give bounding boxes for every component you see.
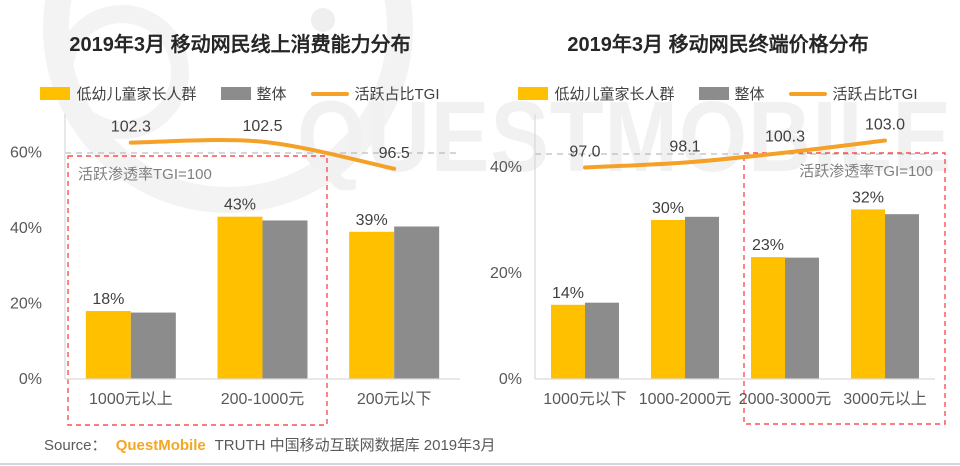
value-label: 18%	[92, 291, 124, 308]
highlight-box	[67, 155, 328, 426]
legend-item-target: 低幼儿童家长人群	[40, 83, 197, 104]
watermark-text: QUESTMOBILE	[297, 81, 953, 193]
category-label: 3000元以上	[843, 390, 927, 408]
legend-swatch-tgi-line-icon	[310, 91, 349, 96]
source-attribution: Source： QuestMobile TRUTH 中国移动互联网数据库 201…	[44, 434, 496, 455]
annotation-label: 活跃渗透率TGI=100	[799, 163, 933, 180]
overall-bar	[785, 257, 819, 379]
value-label: 32%	[852, 189, 884, 206]
source-suffix: TRUTH 中国移动互联网数据库 2019年3月	[214, 437, 496, 454]
tgi-value-label: 103.0	[865, 117, 905, 134]
overall-bar	[585, 302, 619, 379]
legend-swatch-target-icon	[518, 87, 549, 100]
category-label: 1000元以上	[89, 390, 173, 408]
bottom-divider	[0, 463, 960, 465]
category-label: 200元以下	[357, 391, 432, 408]
overall-bar	[685, 216, 719, 379]
category-label: 1000-2000元	[639, 391, 732, 408]
overall-bar	[394, 226, 440, 379]
chart-title: 2019年3月 移动网民线上消费能力分布	[69, 34, 411, 56]
legend-label: 低幼儿童家长人群	[76, 86, 197, 103]
legend-item-overall: 整体	[220, 83, 287, 104]
overall-bar	[885, 214, 919, 379]
annotation-label: 活跃渗透率TGI=100	[78, 166, 212, 183]
ytick-label: 40%	[490, 159, 522, 176]
value-label: 30%	[652, 200, 684, 217]
category-label: 200-1000元	[221, 391, 305, 408]
legend-label: 低幼儿童家长人群	[554, 86, 675, 103]
legend-item-overall: 整体	[698, 83, 765, 104]
tgi-value-label: 97.0	[569, 144, 600, 161]
category-label: 1000元以下	[543, 391, 627, 408]
value-label: 23%	[752, 237, 784, 254]
legend-item-target: 低幼儿童家长人群	[518, 83, 675, 104]
target-bar	[85, 311, 131, 379]
tgi-value-label: 102.3	[111, 119, 151, 136]
legend-swatch-overall-icon	[220, 87, 251, 100]
category-label: 2000-3000元	[739, 391, 832, 408]
legend-label: 活跃占比TGI	[354, 86, 440, 103]
device-price-chart-section: 2019年3月 移动网民终端价格分布 低幼儿童家长人群 整体 活跃占比TGI	[478, 0, 958, 430]
legend-swatch-overall-icon	[698, 87, 729, 100]
tgi-value-label: 100.3	[765, 129, 805, 146]
tgi-value-label: 98.1	[669, 139, 700, 156]
overall-bar	[262, 220, 308, 379]
target-bar	[551, 304, 585, 379]
target-bar	[751, 257, 785, 379]
target-bar	[349, 231, 395, 379]
legend-item-tgi: 活跃占比TGI	[310, 83, 440, 104]
legend: 低幼儿童家长人群 整体 活跃占比TGI	[478, 83, 958, 104]
legend-item-tgi: 活跃占比TGI	[788, 83, 918, 104]
consumption-chart-plot: 活跃渗透率TGI=100 18% 43% 39% 0% 20% 40% 60% 1000元以上 2…	[10, 114, 460, 426]
legend-swatch-tgi-line-icon	[788, 91, 827, 96]
ytick-label: 0%	[499, 371, 522, 388]
tgi-line	[583, 138, 887, 170]
price-chart-plot: 活跃渗透率TGI=100 14% 30% 23% 32% 0% 20% 40% 1000元以下 1…	[490, 114, 946, 425]
legend-swatch-target-icon	[40, 87, 71, 100]
ytick-label: 20%	[10, 296, 42, 313]
tgi-value-label: 96.5	[379, 145, 410, 162]
tgi-line	[128, 138, 397, 171]
ytick-label: 20%	[490, 265, 522, 282]
ytick-label: 40%	[10, 220, 42, 237]
value-label: 39%	[356, 212, 388, 229]
ytick-label: 60%	[10, 145, 42, 162]
ytick-label: 0%	[19, 371, 42, 388]
target-bar	[851, 209, 885, 379]
legend-label: 活跃占比TGI	[832, 86, 918, 103]
legend: 低幼儿童家长人群 整体 活跃占比TGI	[0, 83, 480, 104]
source-brand: QuestMobile	[115, 437, 206, 454]
legend-label: 整体	[734, 86, 765, 103]
source-prefix: Source：	[44, 437, 107, 454]
legend-label: 整体	[256, 86, 287, 103]
target-bar	[651, 220, 685, 379]
consumption-chart-section: 2019年3月 移动网民线上消费能力分布 低幼儿童家长人群 整体 活跃占比TGI	[0, 0, 480, 430]
chart-title: 2019年3月 移动网民终端价格分布	[567, 34, 869, 56]
tgi-value-label: 102.5	[242, 118, 282, 135]
value-label: 43%	[224, 197, 256, 214]
overall-bar	[130, 312, 176, 379]
target-bar	[217, 216, 263, 379]
questmobile-logo-watermark-icon	[43, 0, 413, 213]
highlight-box	[743, 152, 946, 425]
value-label: 14%	[552, 285, 584, 302]
